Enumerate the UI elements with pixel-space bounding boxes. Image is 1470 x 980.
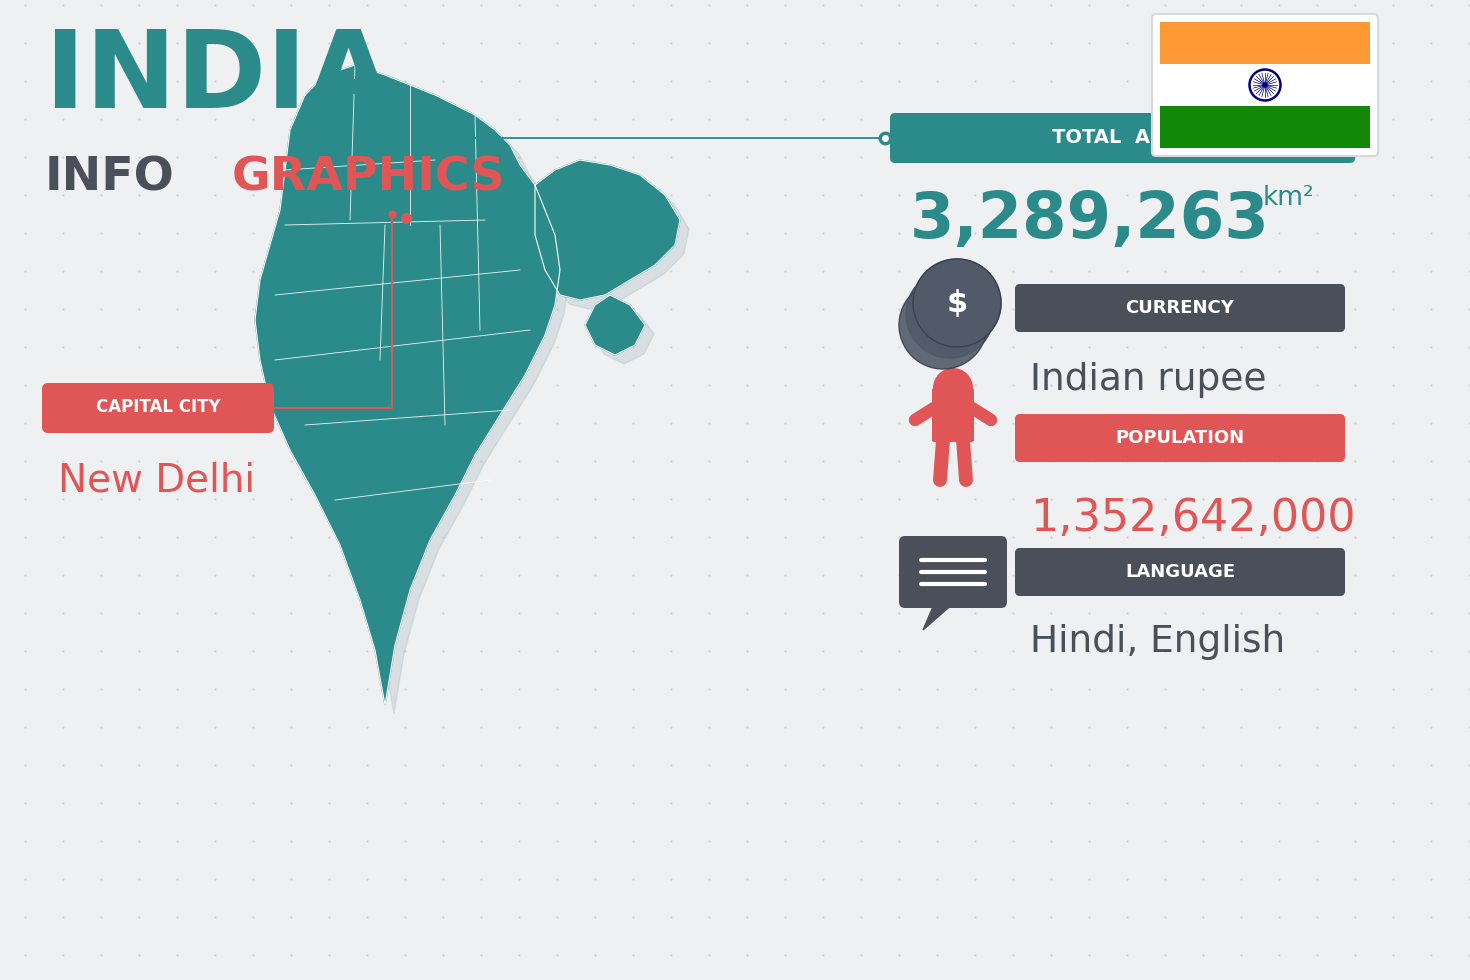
Circle shape [913, 259, 1001, 347]
Text: New Delhi: New Delhi [57, 461, 256, 499]
Text: LANGUAGE: LANGUAGE [1125, 563, 1235, 581]
FancyBboxPatch shape [1014, 548, 1345, 596]
Text: Indian rupee: Indian rupee [1030, 362, 1267, 398]
FancyBboxPatch shape [43, 383, 273, 433]
FancyBboxPatch shape [1014, 414, 1345, 462]
Text: INFO: INFO [46, 155, 175, 200]
Circle shape [906, 270, 994, 358]
FancyBboxPatch shape [889, 113, 1355, 163]
Text: POPULATION: POPULATION [1116, 429, 1245, 447]
Polygon shape [594, 304, 654, 364]
Polygon shape [585, 295, 645, 355]
Polygon shape [544, 169, 689, 309]
Text: $: $ [947, 288, 967, 318]
Text: INDIA: INDIA [46, 25, 391, 131]
Circle shape [913, 259, 1001, 347]
Text: 3,289,263: 3,289,263 [910, 189, 1270, 251]
Text: km²: km² [1263, 185, 1314, 211]
Bar [1160, 22, 1370, 64]
Polygon shape [535, 160, 681, 300]
Circle shape [1263, 82, 1267, 87]
Bar [1160, 64, 1370, 106]
Polygon shape [923, 602, 956, 630]
Text: 1,352,642,000: 1,352,642,000 [1030, 497, 1355, 540]
Text: CAPITAL CITY: CAPITAL CITY [96, 398, 220, 416]
Polygon shape [265, 74, 569, 714]
FancyBboxPatch shape [1014, 284, 1345, 332]
Circle shape [900, 281, 986, 369]
Text: Hindi, English: Hindi, English [1030, 624, 1285, 660]
Text: GRAPHICS: GRAPHICS [232, 155, 506, 200]
Bar [1160, 106, 1370, 148]
Text: CURRENCY: CURRENCY [1126, 299, 1235, 317]
Text: TOTAL  AREA: TOTAL AREA [1053, 127, 1194, 146]
FancyBboxPatch shape [932, 388, 975, 442]
Polygon shape [254, 65, 560, 705]
Circle shape [933, 368, 973, 408]
FancyBboxPatch shape [1152, 14, 1377, 156]
FancyBboxPatch shape [900, 536, 1007, 608]
